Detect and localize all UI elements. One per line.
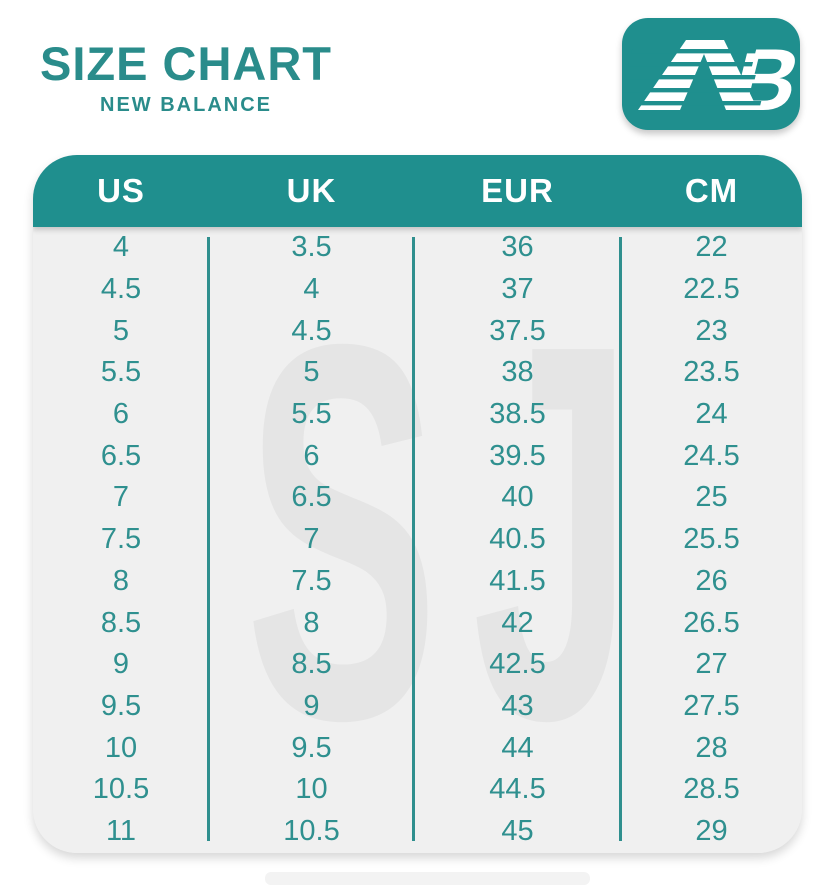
size-cell-us: 8.5 (100, 606, 142, 639)
nb-logo-icon: B (622, 30, 800, 129)
size-cell-eur: 40.5 (489, 523, 546, 556)
size-cell-eur: 37 (501, 273, 534, 306)
size-cell-cm: 27 (695, 648, 728, 681)
size-cell-eur: 42.5 (489, 648, 546, 681)
page-title: SIZE CHART (40, 37, 332, 90)
title-block: SIZE CHART NEW BALANCE (36, 40, 336, 117)
size-cell-us: 11 (105, 814, 137, 847)
size-cell-us: 9 (112, 648, 130, 681)
size-cell-uk: 8.5 (291, 648, 332, 681)
size-cell-eur: 39.5 (489, 439, 546, 472)
column-divider (619, 237, 622, 841)
size-cell-us: 6.5 (100, 439, 142, 472)
size-cell-eur: 43 (501, 689, 534, 722)
column-header-uk: UK (286, 172, 337, 209)
size-cell-cm: 23 (695, 314, 728, 347)
size-cell-uk: 7.5 (291, 564, 332, 597)
size-cell-uk: 10.5 (283, 814, 340, 847)
size-cell-us: 8 (112, 564, 130, 597)
size-cell-cm: 28.5 (683, 773, 740, 806)
size-cell-uk: 8 (303, 606, 320, 639)
size-cell-us: 5 (112, 314, 130, 347)
size-cell-us: 6 (112, 398, 130, 431)
size-cell-uk: 10 (295, 773, 328, 806)
size-cell-cm: 27.5 (683, 689, 740, 722)
column-header-cm: CM (684, 172, 739, 209)
size-cell-cm: 24.5 (683, 439, 740, 472)
size-cell-us: 10.5 (92, 773, 150, 806)
size-cell-eur: 42 (501, 606, 534, 639)
size-cell-uk: 6.5 (291, 481, 332, 514)
size-cell-cm: 24 (695, 398, 728, 431)
size-cell-uk: 4.5 (291, 314, 332, 347)
size-cell-cm: 25.5 (683, 523, 740, 556)
column-divider (412, 237, 415, 841)
size-cell-us: 4 (112, 231, 130, 264)
background-watermark: SJ (245, 232, 668, 831)
size-cell-uk: 6 (303, 439, 320, 472)
size-cell-us: 4.5 (100, 273, 142, 306)
size-cell-cm: 26 (695, 564, 728, 597)
size-cell-us: 7 (112, 481, 130, 514)
size-cell-cm: 26.5 (683, 606, 740, 639)
size-cell-uk: 9.5 (291, 731, 332, 764)
size-cell-us: 7.5 (100, 523, 142, 556)
size-cell-uk: 5.5 (291, 398, 332, 431)
size-cell-us: 9.5 (100, 689, 142, 722)
size-cell-eur: 38 (501, 356, 534, 389)
table-body: SJ 4 3.5 36 22 4.5 4 37 22.5 5 4.5 37.5 23 5.5 5 38 23.… (33, 227, 802, 853)
size-cell-eur: 41.5 (489, 564, 546, 597)
page-subtitle: NEW BALANCE (100, 94, 272, 116)
new-balance-logo: B (622, 18, 800, 130)
column-header-eur: EUR (481, 172, 554, 209)
bottom-watermark (265, 872, 590, 885)
size-cell-eur: 38.5 (489, 398, 546, 431)
size-cell-eur: 40 (501, 481, 534, 514)
size-cell-uk: 4 (303, 273, 320, 306)
column-divider (207, 237, 210, 841)
table-grid: 4 3.5 36 22 4.5 4 37 22.5 5 4.5 37.5 23 5.5 5 38 23.5 6 5… (33, 227, 802, 853)
size-cell-uk: 9 (303, 689, 320, 722)
size-cell-cm: 22 (695, 231, 728, 264)
size-cell-cm: 25 (695, 481, 728, 514)
size-cell-eur: 45 (501, 814, 534, 847)
size-cell-eur: 37.5 (489, 314, 546, 347)
size-cell-uk: 3.5 (291, 231, 332, 264)
size-cell-eur: 44.5 (489, 773, 546, 806)
column-header-us: US (97, 172, 145, 209)
size-cell-us: 10 (104, 731, 138, 764)
size-cell-eur: 36 (501, 231, 534, 264)
size-cell-cm: 23.5 (683, 356, 740, 389)
size-cell-uk: 7 (303, 523, 320, 556)
size-cell-eur: 44 (501, 731, 534, 764)
nb-logo-b: B (722, 30, 800, 128)
size-chart-card: US UK EUR CM SJ 4 3.5 36 22 4.5 4 37 22.5 5 4.5 37.5 2… (33, 155, 802, 853)
table-header-row: US UK EUR CM (33, 155, 802, 227)
size-cell-cm: 29 (695, 814, 728, 847)
size-cell-uk: 5 (303, 356, 320, 389)
size-cell-us: 5.5 (100, 356, 142, 389)
size-cell-cm: 28 (695, 731, 728, 764)
size-cell-cm: 22.5 (683, 273, 740, 306)
